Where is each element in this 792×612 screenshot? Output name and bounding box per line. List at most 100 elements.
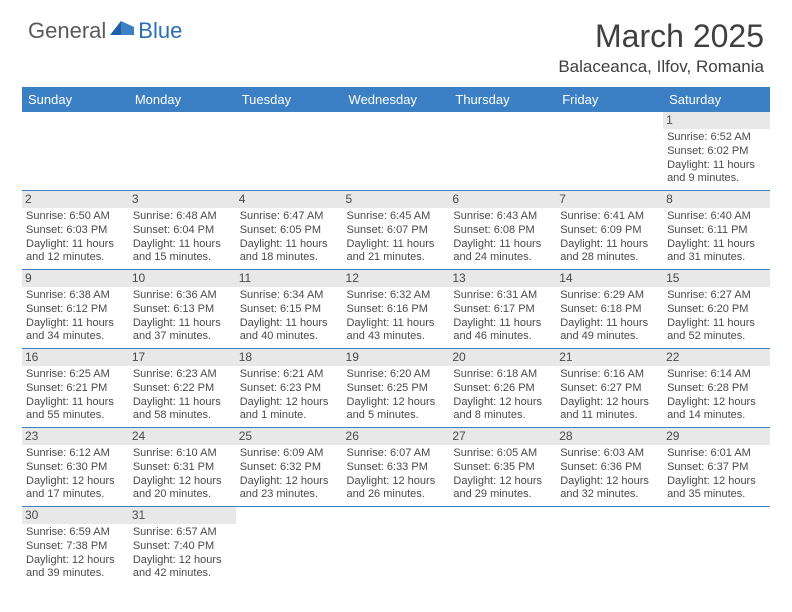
sunrise-text: Sunrise: 6:25 AM — [26, 368, 125, 382]
calendar-cell: 30Sunrise: 6:59 AMSunset: 7:38 PMDayligh… — [22, 507, 129, 586]
day-number: 20 — [449, 349, 556, 366]
day-number: 21 — [556, 349, 663, 366]
calendar-cell: 24Sunrise: 6:10 AMSunset: 6:31 PMDayligh… — [129, 428, 236, 507]
sunrise-text: Sunrise: 6:05 AM — [453, 447, 552, 461]
day-number: 9 — [22, 270, 129, 287]
calendar-week-row: 2Sunrise: 6:50 AMSunset: 6:03 PMDaylight… — [22, 191, 770, 270]
sunrise-text: Sunrise: 6:09 AM — [240, 447, 339, 461]
daylight-text: Daylight: 12 hours — [347, 475, 446, 489]
calendar-cell: 27Sunrise: 6:05 AMSunset: 6:35 PMDayligh… — [449, 428, 556, 507]
sunset-text: Sunset: 6:21 PM — [26, 382, 125, 396]
sunset-text: Sunset: 6:28 PM — [667, 382, 766, 396]
sunrise-text: Sunrise: 6:27 AM — [667, 289, 766, 303]
daylight-text: Daylight: 12 hours — [667, 475, 766, 489]
sunset-text: Sunset: 6:16 PM — [347, 303, 446, 317]
sunrise-text: Sunrise: 6:16 AM — [560, 368, 659, 382]
calendar-week-row: 30Sunrise: 6:59 AMSunset: 7:38 PMDayligh… — [22, 507, 770, 586]
daylight-text: Daylight: 11 hours — [347, 317, 446, 331]
sunrise-text: Sunrise: 6:47 AM — [240, 210, 339, 224]
sunrise-text: Sunrise: 6:29 AM — [560, 289, 659, 303]
sunset-text: Sunset: 6:13 PM — [133, 303, 232, 317]
sunset-text: Sunset: 6:17 PM — [453, 303, 552, 317]
daylight-text: and 42 minutes. — [133, 567, 232, 581]
daylight-text: Daylight: 11 hours — [453, 317, 552, 331]
sunrise-text: Sunrise: 6:01 AM — [667, 447, 766, 461]
daylight-text: and 49 minutes. — [560, 330, 659, 344]
day-number: 13 — [449, 270, 556, 287]
sunrise-text: Sunrise: 6:52 AM — [667, 131, 766, 145]
sunrise-text: Sunrise: 6:36 AM — [133, 289, 232, 303]
daylight-text: and 23 minutes. — [240, 488, 339, 502]
day-number: 4 — [236, 191, 343, 208]
day-number: 29 — [663, 428, 770, 445]
sunrise-text: Sunrise: 6:10 AM — [133, 447, 232, 461]
calendar-cell: 22Sunrise: 6:14 AMSunset: 6:28 PMDayligh… — [663, 349, 770, 428]
calendar-cell: 18Sunrise: 6:21 AMSunset: 6:23 PMDayligh… — [236, 349, 343, 428]
sunrise-text: Sunrise: 6:59 AM — [26, 526, 125, 540]
sunrise-text: Sunrise: 6:57 AM — [133, 526, 232, 540]
calendar-cell: 21Sunrise: 6:16 AMSunset: 6:27 PMDayligh… — [556, 349, 663, 428]
calendar-cell — [22, 112, 129, 191]
sunset-text: Sunset: 6:05 PM — [240, 224, 339, 238]
calendar-cell: 17Sunrise: 6:23 AMSunset: 6:22 PMDayligh… — [129, 349, 236, 428]
sunrise-text: Sunrise: 6:31 AM — [453, 289, 552, 303]
day-number: 8 — [663, 191, 770, 208]
calendar-cell — [343, 507, 450, 586]
sunrise-text: Sunrise: 6:03 AM — [560, 447, 659, 461]
daylight-text: Daylight: 11 hours — [26, 238, 125, 252]
calendar-week-row: 1Sunrise: 6:52 AMSunset: 6:02 PMDaylight… — [22, 112, 770, 191]
sunset-text: Sunset: 6:22 PM — [133, 382, 232, 396]
sunset-text: Sunset: 6:18 PM — [560, 303, 659, 317]
daylight-text: Daylight: 11 hours — [560, 317, 659, 331]
daylight-text: and 29 minutes. — [453, 488, 552, 502]
sunrise-text: Sunrise: 6:18 AM — [453, 368, 552, 382]
sunset-text: Sunset: 7:38 PM — [26, 540, 125, 554]
daylight-text: Daylight: 12 hours — [560, 396, 659, 410]
calendar-cell — [343, 112, 450, 191]
daylight-text: and 52 minutes. — [667, 330, 766, 344]
sunset-text: Sunset: 6:07 PM — [347, 224, 446, 238]
sunrise-text: Sunrise: 6:14 AM — [667, 368, 766, 382]
sunrise-text: Sunrise: 6:23 AM — [133, 368, 232, 382]
daylight-text: Daylight: 11 hours — [133, 238, 232, 252]
calendar-cell: 23Sunrise: 6:12 AMSunset: 6:30 PMDayligh… — [22, 428, 129, 507]
daylight-text: Daylight: 12 hours — [347, 396, 446, 410]
calendar-week-row: 16Sunrise: 6:25 AMSunset: 6:21 PMDayligh… — [22, 349, 770, 428]
sunset-text: Sunset: 6:09 PM — [560, 224, 659, 238]
logo: General Blue — [28, 18, 182, 44]
daylight-text: and 20 minutes. — [133, 488, 232, 502]
sunset-text: Sunset: 6:32 PM — [240, 461, 339, 475]
calendar-cell: 29Sunrise: 6:01 AMSunset: 6:37 PMDayligh… — [663, 428, 770, 507]
calendar-cell — [236, 507, 343, 586]
daylight-text: Daylight: 12 hours — [453, 475, 552, 489]
calendar-cell: 7Sunrise: 6:41 AMSunset: 6:09 PMDaylight… — [556, 191, 663, 270]
calendar-week-row: 9Sunrise: 6:38 AMSunset: 6:12 PMDaylight… — [22, 270, 770, 349]
calendar-cell: 10Sunrise: 6:36 AMSunset: 6:13 PMDayligh… — [129, 270, 236, 349]
calendar-cell — [556, 112, 663, 191]
calendar-cell: 3Sunrise: 6:48 AMSunset: 6:04 PMDaylight… — [129, 191, 236, 270]
sunrise-text: Sunrise: 6:34 AM — [240, 289, 339, 303]
sunset-text: Sunset: 6:30 PM — [26, 461, 125, 475]
day-number: 22 — [663, 349, 770, 366]
day-number: 1 — [663, 112, 770, 129]
sunrise-text: Sunrise: 6:45 AM — [347, 210, 446, 224]
daylight-text: and 43 minutes. — [347, 330, 446, 344]
day-number: 26 — [343, 428, 450, 445]
sunset-text: Sunset: 6:12 PM — [26, 303, 125, 317]
daylight-text: Daylight: 12 hours — [240, 475, 339, 489]
sunrise-text: Sunrise: 6:43 AM — [453, 210, 552, 224]
daylight-text: and 8 minutes. — [453, 409, 552, 423]
calendar-cell — [449, 507, 556, 586]
daylight-text: Daylight: 11 hours — [347, 238, 446, 252]
col-saturday: Saturday — [663, 87, 770, 112]
daylight-text: and 18 minutes. — [240, 251, 339, 265]
day-number: 3 — [129, 191, 236, 208]
day-number: 10 — [129, 270, 236, 287]
day-number: 30 — [22, 507, 129, 524]
daylight-text: Daylight: 11 hours — [240, 317, 339, 331]
daylight-text: Daylight: 12 hours — [26, 475, 125, 489]
daylight-text: and 24 minutes. — [453, 251, 552, 265]
sunset-text: Sunset: 6:36 PM — [560, 461, 659, 475]
sunrise-text: Sunrise: 6:12 AM — [26, 447, 125, 461]
daylight-text: and 21 minutes. — [347, 251, 446, 265]
